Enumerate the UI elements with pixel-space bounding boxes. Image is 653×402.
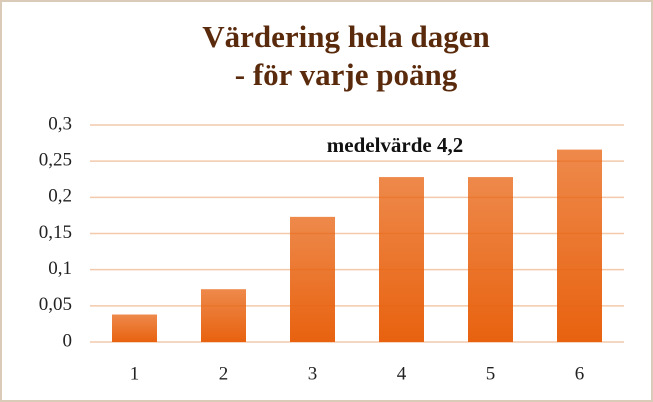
- y-tick-label: 0,05: [39, 294, 72, 315]
- chart-title: Värdering hela dagen: [202, 19, 490, 54]
- x-tick-label: 4: [397, 363, 407, 384]
- y-tick-label: 0: [63, 330, 73, 351]
- bar: [290, 216, 335, 342]
- bar: [379, 177, 424, 342]
- x-tick-label: 1: [130, 363, 140, 384]
- x-tick-label: 5: [486, 363, 496, 384]
- bar: [468, 177, 513, 342]
- y-tick-label: 0,3: [48, 113, 72, 134]
- bar: [112, 314, 157, 342]
- y-tick-label: 0,25: [39, 150, 72, 171]
- bar: [557, 149, 602, 342]
- y-tick-label: 0,2: [48, 186, 72, 207]
- y-tick-label: 0,1: [48, 258, 72, 279]
- y-tick-label: 0,15: [39, 222, 72, 243]
- x-tick-label: 3: [308, 363, 318, 384]
- chart-title: - för varje poäng: [235, 57, 458, 92]
- x-tick-label: 2: [219, 363, 229, 384]
- annotation: medelvärde 4,2: [327, 133, 463, 157]
- x-tick-label: 6: [575, 363, 585, 384]
- bar: [201, 289, 246, 342]
